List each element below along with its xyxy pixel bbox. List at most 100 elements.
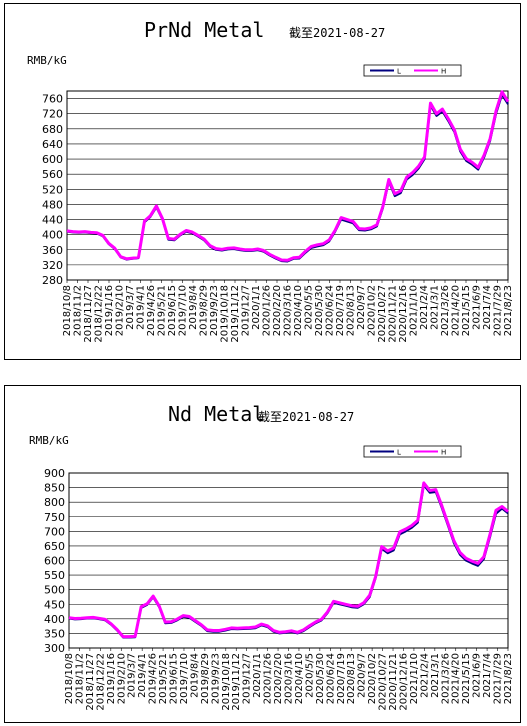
legend-box — [363, 445, 462, 458]
x-tick-label: 2021/3/26 — [440, 285, 451, 336]
x-tick-label: 2020/9/7 — [356, 285, 367, 330]
x-tick-label: 2019/2/10 — [116, 653, 127, 704]
x-tick-label: 2020/12/16 — [398, 285, 409, 343]
plot-frame — [66, 90, 509, 281]
x-tick-label: 2020/11/21 — [388, 653, 399, 711]
x-tick-label: 2019/6/15 — [167, 285, 178, 336]
chart-subtitle: 截至2021-08-27 — [289, 26, 386, 40]
x-tick-label: 2020/1/1 — [252, 653, 263, 698]
x-tick-label: 2021/6/9 — [472, 653, 483, 698]
x-tick-label: 2020/4/10 — [293, 285, 304, 336]
x-tick-label: 2021/1/10 — [409, 285, 420, 336]
legend-label: L — [397, 68, 401, 76]
x-tick-label: 2019/6/15 — [169, 653, 180, 704]
x-tick-label: 2018/11/27 — [85, 653, 96, 711]
x-tick-label: 2020/2/20 — [272, 285, 283, 336]
x-tick-label: 2020/1/26 — [262, 285, 273, 336]
prnd-chart-panel: PrNd Metal 截至2021-08-27 RMB/kG 280 320 360… — [4, 3, 521, 360]
x-tick-label: 2020/5/5 — [304, 285, 315, 330]
y-tick-label: 500 — [44, 584, 65, 597]
y-tick-label: 400 — [44, 613, 65, 626]
x-tick-label: 2021/2/4 — [419, 285, 430, 330]
x-tick-label: 2020/11/21 — [388, 285, 399, 343]
y-tick-label: 550 — [44, 569, 65, 582]
x-tick-label: 2019/4/26 — [146, 285, 157, 336]
x-tick-label: 2019/7/10 — [179, 653, 190, 704]
x-tick-label: 2019/4/26 — [148, 653, 159, 704]
x-tick-label: 2020/1/1 — [251, 285, 262, 330]
legend-label: L — [397, 449, 401, 457]
chart-title: PrNd Metal — [144, 18, 265, 42]
x-tick-label: 2020/6/24 — [325, 653, 336, 704]
x-tick-label: 2019/12/7 — [241, 285, 252, 336]
x-tick-label: 2021/7/4 — [482, 653, 493, 698]
x-tick-label: 2018/11/2 — [73, 285, 84, 336]
y-tick-label: 600 — [44, 555, 65, 568]
x-tick-label: 2019/7/10 — [178, 285, 189, 336]
y-tick-label: 360 — [42, 244, 63, 257]
x-tick-label: 2019/10/18 — [221, 653, 232, 711]
y-tick-label: 650 — [44, 540, 65, 553]
x-tick-label: 2021/3/1 — [430, 653, 441, 698]
x-tick-label: 2018/11/27 — [83, 285, 94, 343]
x-tick-label: 2018/12/22 — [95, 653, 106, 711]
x-tick-label: 2020/7/19 — [335, 285, 346, 336]
x-tick-label: 2019/8/29 — [199, 285, 210, 336]
nd-chart-panel: Nd Metal 截至2021-08-27 RMB/kG 300 350 400 45… — [4, 385, 521, 723]
series-line-h — [66, 90, 510, 262]
x-tick-label: 2019/8/4 — [189, 653, 200, 698]
y-tick-label: 800 — [44, 496, 65, 509]
x-tick-label: 2021/3/1 — [430, 285, 441, 330]
x-tick-label: 2019/2/10 — [115, 285, 126, 336]
y-tick-label: 350 — [44, 627, 65, 640]
x-tick-label: 2021/1/10 — [409, 653, 420, 704]
legend-box — [363, 64, 462, 77]
x-tick-label: 2019/1/16 — [104, 285, 115, 336]
x-tick-label: 2020/10/27 — [378, 653, 389, 711]
x-tick-label: 2019/5/21 — [157, 285, 168, 336]
x-tick-label: 2019/8/4 — [188, 285, 199, 330]
x-tick-label: 2021/4/20 — [451, 285, 462, 336]
y-tick-label: 440 — [42, 214, 63, 227]
x-tick-label: 2020/7/19 — [336, 653, 347, 704]
y-tick-label: 560 — [42, 168, 63, 181]
x-tick-label: 2019/10/18 — [220, 285, 231, 343]
x-tick-label: 2019/11/12 — [230, 285, 241, 343]
x-tick-label: 2020/2/20 — [273, 653, 284, 704]
x-tick-label: 2019/4/1 — [136, 285, 147, 330]
x-tick-label: 2021/2/4 — [419, 653, 430, 698]
y-tick-label: 300 — [44, 642, 65, 655]
chart-subtitle: 截至2021-08-27 — [258, 410, 355, 424]
x-tick-label: 2020/10/2 — [367, 285, 378, 336]
x-tick-label: 2020/5/30 — [314, 285, 325, 336]
y-tick-label: 720 — [42, 108, 63, 121]
x-tick-label: 2019/3/7 — [125, 285, 136, 330]
x-tick-label: 2021/5/15 — [461, 653, 472, 704]
series-line-l — [66, 93, 509, 263]
x-tick-label: 2020/10/2 — [367, 653, 378, 704]
x-tick-label: 2021/4/20 — [451, 653, 462, 704]
x-tick-label: 2020/9/7 — [357, 653, 368, 698]
x-tick-label: 2020/12/16 — [398, 653, 409, 711]
x-tick-label: 2021/3/26 — [440, 653, 451, 704]
y-tick-label: 900 — [44, 467, 65, 480]
y-tick-label: 480 — [42, 198, 63, 211]
x-tick-label: 2020/6/24 — [325, 285, 336, 336]
x-tick-label: 2020/10/27 — [377, 285, 388, 343]
y-tick-label: 280 — [42, 274, 63, 287]
x-tick-label: 2018/10/8 — [64, 653, 75, 704]
legend-label: H — [441, 68, 446, 76]
x-tick-label: 2021/5/15 — [461, 285, 472, 336]
x-tick-label: 2019/8/29 — [200, 653, 211, 704]
y-axis-unit-label: RMB/kG — [27, 54, 67, 67]
y-tick-label: 520 — [42, 183, 63, 196]
x-tick-label: 2021/6/9 — [472, 285, 483, 330]
x-tick-label: 2019/3/7 — [127, 653, 138, 698]
prnd-plot: 280 320 360 400 440 480 520 560 600 640 680 720 760 2… — [42, 64, 514, 343]
x-tick-label: 2019/5/21 — [158, 653, 169, 704]
x-tick-label: 2019/11/12 — [231, 653, 242, 711]
x-tick-label: 2018/11/2 — [74, 653, 85, 704]
x-tick-label: 2021/7/29 — [493, 653, 504, 704]
x-tick-label: 2020/3/16 — [284, 653, 295, 704]
